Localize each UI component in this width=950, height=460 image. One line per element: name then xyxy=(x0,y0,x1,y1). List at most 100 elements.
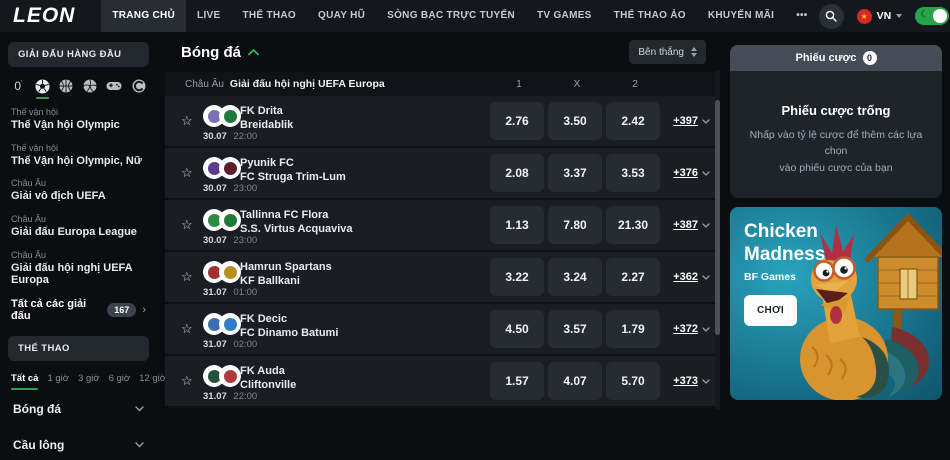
odds-button-x[interactable]: 3.50 xyxy=(548,102,602,140)
team-names[interactable]: FK Auda Cliftonville xyxy=(240,364,296,392)
favorite-star-icon[interactable]: ☆ xyxy=(181,269,193,284)
sport-tab-football[interactable] xyxy=(35,78,50,99)
nav-item-8[interactable]: ••• xyxy=(796,10,808,21)
team-names[interactable]: Pyunik FC FC Struga Trim-Lum xyxy=(240,156,346,184)
leon-logo[interactable]: LEON xyxy=(13,4,76,27)
odds-button-x[interactable]: 3.24 xyxy=(548,258,602,296)
promo-title: Chicken Madness xyxy=(744,221,826,265)
main-title-row: Bóng đá Bên thắng xyxy=(165,32,720,72)
page-title[interactable]: Bóng đá xyxy=(181,43,241,61)
league-item-1[interactable]: Thế vận hội Thế Vận hội Olympic, Nữ xyxy=(11,143,146,168)
nav-item-5[interactable]: TV GAMES xyxy=(537,10,592,21)
away-team-name: FC Struga Trim-Lum xyxy=(240,171,346,183)
search-button[interactable] xyxy=(818,3,844,29)
favorite-star-icon[interactable]: ☆ xyxy=(181,373,193,388)
sport-group-0[interactable]: Bóng đá xyxy=(8,388,149,424)
away-team-name: KF Ballkani xyxy=(240,275,300,287)
favorite-star-icon[interactable]: ☆ xyxy=(181,217,193,232)
odds-button-2[interactable]: 3.53 xyxy=(606,154,660,192)
favorite-star-icon[interactable]: ☆ xyxy=(181,165,193,180)
odds-button-x[interactable]: 4.07 xyxy=(548,362,602,400)
sport-group-1[interactable]: Cầu lông xyxy=(8,424,149,460)
team-names[interactable]: Tallinna FC Flora S.S. Virtus Acquaviva xyxy=(240,208,353,236)
nav-item-7[interactable]: KHUYẾN MÃI xyxy=(707,10,775,21)
time-filter-4[interactable]: 12 giờ xyxy=(139,372,166,384)
team-names[interactable]: FK Decic FC Dinamo Batumi xyxy=(240,312,338,340)
birdhouse xyxy=(864,213,942,335)
all-leagues-link[interactable]: Tất cả các giải đấu 167 › xyxy=(11,298,146,322)
time-filter-3[interactable]: 6 giờ xyxy=(108,372,131,384)
sport-tab-starting-soon[interactable]: 0' xyxy=(11,78,26,94)
moon-icon: ☾ xyxy=(920,9,930,20)
odds-button-x[interactable]: 3.37 xyxy=(548,154,602,192)
scrollbar-thumb[interactable] xyxy=(715,100,720,335)
sport-tab-volleyball[interactable] xyxy=(82,78,98,94)
bet-slip-tab[interactable]: Phiếu cược 0 xyxy=(730,45,942,71)
chevron-up-icon[interactable] xyxy=(248,48,259,56)
sports-section-header[interactable]: THỂ THAO xyxy=(8,335,149,361)
sport-tab-esports[interactable] xyxy=(106,78,122,94)
more-markets-link[interactable]: +387 xyxy=(664,219,720,231)
more-markets-link[interactable]: +376 xyxy=(664,167,720,179)
nav-item-0[interactable]: TRANG CHỦ xyxy=(101,0,187,32)
more-markets-link[interactable]: +372 xyxy=(664,323,720,335)
favorite-star-icon[interactable]: ☆ xyxy=(181,113,193,128)
odds-button-2[interactable]: 5.70 xyxy=(606,362,660,400)
nav-item-2[interactable]: THỂ THAO xyxy=(242,10,296,21)
match-datetime: 31.07 22:00 xyxy=(203,391,257,402)
odds-button-1[interactable]: 1.13 xyxy=(490,206,544,244)
odds-button-2[interactable]: 21.30 xyxy=(606,206,660,244)
odds-button-1[interactable]: 2.76 xyxy=(490,102,544,140)
team-names[interactable]: Hamrun Spartans KF Ballkani xyxy=(240,260,332,288)
odds-button-1[interactable]: 1.57 xyxy=(490,362,544,400)
sort-dropdown[interactable]: Bên thắng xyxy=(629,40,706,64)
odds-button-1[interactable]: 4.50 xyxy=(490,310,544,348)
toggle-knob xyxy=(933,9,948,23)
language-selector[interactable]: ★ VN xyxy=(856,8,903,24)
more-markets-link[interactable]: +373 xyxy=(664,375,720,387)
odds-button-2[interactable]: 2.27 xyxy=(606,258,660,296)
time-filter-1[interactable]: 1 giờ xyxy=(47,372,70,384)
home-team-name: FK Decic xyxy=(240,313,288,325)
league-item-2[interactable]: Châu Âu Giải vô địch UEFA xyxy=(11,178,146,203)
away-team-badge xyxy=(219,209,241,231)
time-filter-2[interactable]: 3 giờ xyxy=(78,372,100,384)
favorite-star-icon[interactable]: ☆ xyxy=(181,321,193,336)
promo-banner[interactable]: Chicken Madness BF Games CHƠI xyxy=(730,207,942,400)
league-item-3[interactable]: Châu Âu Giải đấu Europa League xyxy=(11,214,146,239)
nav-item-6[interactable]: THỂ THAO ẢO xyxy=(613,10,686,21)
nav-item-1[interactable]: LIVE xyxy=(197,10,221,21)
sport-tab-counter-strike[interactable] xyxy=(131,78,146,94)
league-item-0[interactable]: Thế vận hội Thế Vận hội Olympic xyxy=(11,107,146,132)
nav-item-3[interactable]: QUAY HŨ xyxy=(318,10,366,21)
match-info: ☆ FK Decic FC Dinamo Batumi xyxy=(165,304,490,354)
nav-menu: TRANG CHỦ LIVE THỂ THAO QUAY HŨ SÒNG BẠC… xyxy=(101,0,818,32)
scrollbar-track[interactable] xyxy=(715,70,720,410)
more-markets-link[interactable]: +397 xyxy=(664,115,720,127)
play-button[interactable]: CHƠI xyxy=(744,295,797,326)
team-badges xyxy=(203,365,241,387)
chevron-down-icon xyxy=(702,222,710,228)
team-badges xyxy=(203,261,241,283)
odds-button-x[interactable]: 7.80 xyxy=(548,206,602,244)
all-leagues-label: Tất cả các giải đấu xyxy=(11,297,87,322)
chevron-down-icon xyxy=(702,170,710,176)
nav-item-4[interactable]: SÒNG BẠC TRỰC TUYẾN xyxy=(387,10,516,21)
sport-tab-basketball[interactable] xyxy=(59,78,74,94)
odds-button-2[interactable]: 1.79 xyxy=(606,310,660,348)
odds-button-1[interactable]: 3.22 xyxy=(490,258,544,296)
top-leagues-header[interactable]: GIẢI ĐẤU HÀNG ĐẦU xyxy=(8,42,149,67)
more-markets-link[interactable]: +362 xyxy=(664,271,720,283)
odds-button-x[interactable]: 3.57 xyxy=(548,310,602,348)
league-header-bar[interactable]: Châu Âu Giải đấu hội nghị UEFA Europa 1 … xyxy=(165,72,720,96)
top-leagues-list: Thế vận hội Thế Vận hội Olympic Thế vận … xyxy=(8,107,149,287)
theme-toggle[interactable]: ☾ xyxy=(915,7,950,25)
away-team-badge xyxy=(219,105,241,127)
team-names[interactable]: FK Drita Breidablik xyxy=(240,104,293,132)
chevron-down-icon xyxy=(702,118,710,124)
odds-button-2[interactable]: 2.42 xyxy=(606,102,660,140)
match-info: ☆ FK Auda Cliftonville 31.0 xyxy=(165,356,490,406)
time-filter-0[interactable]: Tất cả xyxy=(11,372,39,390)
league-item-4[interactable]: Châu Âu Giải đấu hội nghị UEFA Europa xyxy=(11,250,146,287)
odds-button-1[interactable]: 2.08 xyxy=(490,154,544,192)
